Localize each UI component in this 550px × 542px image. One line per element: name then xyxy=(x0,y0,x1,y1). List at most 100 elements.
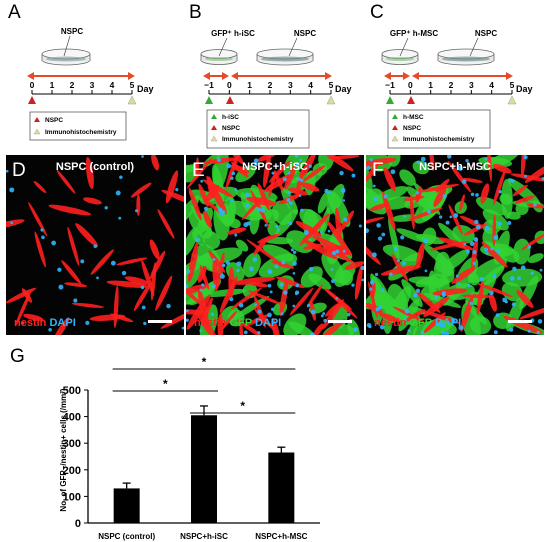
nestin-cell xyxy=(130,181,153,199)
stain-gfp: GFP xyxy=(229,317,251,329)
dapi-nucleus xyxy=(175,188,178,191)
stain-dapi: DAPI xyxy=(49,317,75,329)
timeline-tick-label: 4 xyxy=(489,80,494,90)
scale-bar xyxy=(508,320,532,323)
nestin-cell xyxy=(32,180,47,194)
dapi-nucleus xyxy=(204,207,208,211)
dapi-nucleus xyxy=(449,216,452,219)
dapi-nucleus xyxy=(271,308,274,311)
dapi-nucleus xyxy=(484,248,488,252)
dapi-nucleus xyxy=(274,264,278,268)
dish-label-hisc: GFP⁺ h-iSC xyxy=(211,29,255,38)
dapi-nucleus xyxy=(476,225,481,230)
dish-label-hmsc: GFP⁺ h-MSC xyxy=(390,29,438,38)
dapi-nucleus xyxy=(485,226,490,231)
dapi-nucleus xyxy=(307,304,310,307)
dapi-nucleus xyxy=(474,220,478,224)
dapi-nucleus xyxy=(473,237,478,242)
dapi-nucleus xyxy=(375,273,378,276)
dapi-nucleus xyxy=(296,284,300,288)
timeline-tick-label: 0 xyxy=(408,80,413,90)
dapi-nucleus xyxy=(384,194,388,198)
dapi-nucleus xyxy=(405,309,410,314)
dapi-nucleus xyxy=(540,269,543,272)
dapi-nucleus xyxy=(468,284,471,287)
dapi-nucleus xyxy=(9,187,14,192)
nestin-cell xyxy=(27,201,49,237)
stain-dapi: DAPI xyxy=(435,317,461,329)
day-label: Day xyxy=(516,84,533,94)
dapi-nucleus xyxy=(73,299,77,303)
dapi-nucleus xyxy=(219,211,224,216)
dapi-nucleus xyxy=(309,267,313,271)
dapi-nucleus xyxy=(245,193,250,198)
dapi-nucleus xyxy=(370,280,375,285)
dapi-nucleus xyxy=(51,241,56,246)
dapi-nucleus xyxy=(442,194,446,198)
dapi-nucleus xyxy=(105,206,108,209)
dapi-nucleus xyxy=(255,303,258,306)
dapi-nucleus xyxy=(292,305,295,308)
dapi-nucleus xyxy=(524,155,528,159)
dapi-nucleus xyxy=(80,259,84,263)
dapi-nucleus xyxy=(257,207,261,211)
dapi-nucleus xyxy=(378,305,382,309)
dapi-nucleus xyxy=(196,238,200,242)
timeline-tick-label: 4 xyxy=(110,80,115,90)
dapi-nucleus xyxy=(135,209,138,212)
nestin-cell xyxy=(33,231,48,268)
dapi-nucleus xyxy=(466,250,470,254)
dapi-nucleus xyxy=(533,203,537,207)
dapi-nucleus xyxy=(510,276,515,281)
dapi-nucleus xyxy=(505,300,508,303)
y-tick-label: 200 xyxy=(63,465,81,477)
timeline-tick-label: 3 xyxy=(288,80,293,90)
dapi-nucleus xyxy=(453,213,458,218)
dapi-nucleus xyxy=(299,194,302,197)
dapi-nucleus xyxy=(366,228,369,233)
nestin-cell xyxy=(89,313,125,322)
dapi-nucleus xyxy=(528,330,531,333)
nestin-cell xyxy=(136,194,140,216)
dapi-nucleus xyxy=(213,258,216,261)
panel-a-timeline: NSPC 012345 Day NSPC Immunohistochemistr… xyxy=(0,0,180,150)
legend-item: h-iSC xyxy=(222,114,239,121)
scale-bar xyxy=(328,320,352,323)
dapi-nucleus xyxy=(85,321,89,325)
panel-e-title: NSPC+h-iSC xyxy=(186,161,364,173)
dapi-nucleus xyxy=(186,319,189,322)
significance-star: * xyxy=(163,377,168,391)
panel-f-title: NSPC+h-MSC xyxy=(366,161,544,173)
dapi-nucleus xyxy=(473,262,476,265)
dapi-nucleus xyxy=(462,179,467,184)
dapi-nucleus xyxy=(524,175,527,178)
dapi-nucleus xyxy=(376,223,381,228)
bar xyxy=(114,488,140,523)
dapi-nucleus xyxy=(368,325,371,328)
legend-item: h-MSC xyxy=(403,114,424,121)
dapi-nucleus xyxy=(456,274,459,277)
x-tick-label: NSPC+h-MSC xyxy=(255,532,307,541)
petri-dish-nspc xyxy=(42,36,90,65)
stain-nestin: nestin xyxy=(194,317,226,329)
dapi-nucleus xyxy=(230,199,234,203)
micrograph-d-cells xyxy=(6,155,184,335)
dapi-nucleus xyxy=(283,290,288,295)
dapi-nucleus xyxy=(10,221,13,224)
dapi-nucleus xyxy=(300,209,303,212)
dapi-nucleus xyxy=(40,228,43,231)
day-label: Day xyxy=(137,84,154,94)
dapi-nucleus xyxy=(538,319,543,324)
dapi-nucleus xyxy=(261,208,265,212)
bar xyxy=(268,453,294,523)
dapi-nucleus xyxy=(347,313,351,317)
micrograph-e: E NSPC+h-iSC nestin GFP DAPI xyxy=(186,155,364,335)
dapi-nucleus xyxy=(182,327,184,330)
timeline-tick-label: 0 xyxy=(227,80,232,90)
timeline-tick-label: 5 xyxy=(510,80,515,90)
dapi-nucleus xyxy=(287,191,291,195)
dish-label-nspc: NSPC xyxy=(61,27,83,36)
petri-dish-coculture xyxy=(257,38,313,65)
dapi-nucleus xyxy=(258,310,262,314)
dapi-nucleus xyxy=(249,266,254,271)
